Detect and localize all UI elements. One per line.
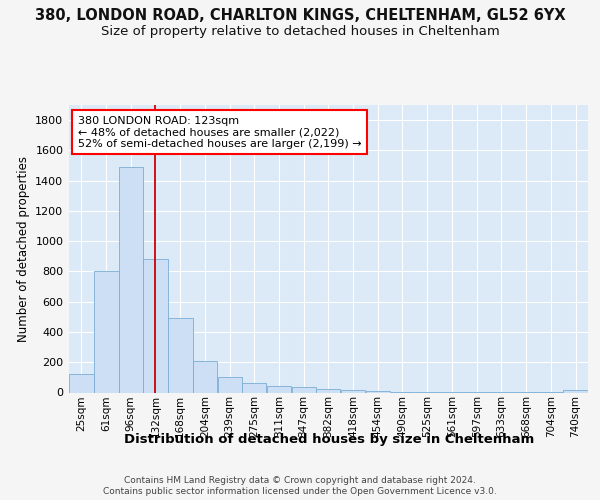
Bar xyxy=(69,374,94,392)
Bar xyxy=(143,260,167,392)
Y-axis label: Number of detached properties: Number of detached properties xyxy=(17,156,30,342)
Text: 380 LONDON ROAD: 123sqm
← 48% of detached houses are smaller (2,022)
52% of semi: 380 LONDON ROAD: 123sqm ← 48% of detache… xyxy=(78,116,362,149)
Text: 380, LONDON ROAD, CHARLTON KINGS, CHELTENHAM, GL52 6YX: 380, LONDON ROAD, CHARLTON KINGS, CHELTE… xyxy=(35,8,565,22)
Text: Contains public sector information licensed under the Open Government Licence v3: Contains public sector information licen… xyxy=(103,488,497,496)
Bar xyxy=(94,272,119,392)
Text: Contains HM Land Registry data © Crown copyright and database right 2024.: Contains HM Land Registry data © Crown c… xyxy=(124,476,476,485)
Text: Size of property relative to detached houses in Cheltenham: Size of property relative to detached ho… xyxy=(101,25,499,38)
Bar xyxy=(218,378,242,392)
Bar xyxy=(193,362,217,392)
Bar xyxy=(242,382,266,392)
Bar xyxy=(365,391,390,392)
Bar xyxy=(168,318,193,392)
Bar xyxy=(267,386,292,392)
Bar xyxy=(341,390,365,392)
Bar xyxy=(316,388,340,392)
Bar xyxy=(119,167,143,392)
Bar xyxy=(292,387,316,392)
Text: Distribution of detached houses by size in Cheltenham: Distribution of detached houses by size … xyxy=(124,432,534,446)
Bar xyxy=(563,390,588,392)
